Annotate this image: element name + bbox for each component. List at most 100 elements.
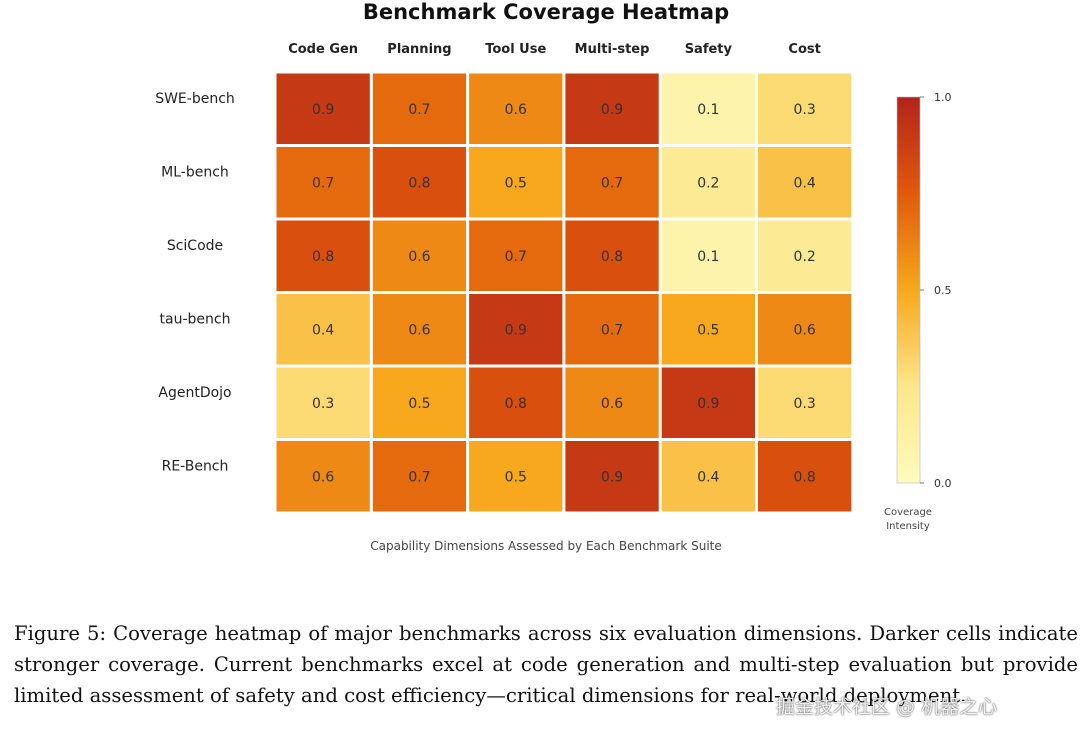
cell-value-re-bench-planning: 0.7 xyxy=(408,469,430,485)
cell-value-scicode-safety: 0.1 xyxy=(697,249,719,265)
chart-title: Benchmark Coverage Heatmap xyxy=(363,0,729,24)
cell-value-swe-bench-safety: 0.1 xyxy=(697,102,719,118)
row-labels: SWE-bench ML-bench SciCode tau-bench AgentDo… xyxy=(155,91,235,475)
heatmap-cell-ml-bench-multi-step xyxy=(565,147,659,218)
colorbar-tick-label: 1.0 xyxy=(934,91,952,104)
column-label-multi-step: Multi-step xyxy=(575,42,650,57)
heatmap-cell-ml-bench-tool-use xyxy=(469,147,563,218)
row-label-tau-bench: tau-bench xyxy=(160,312,231,328)
row-label-ml-bench: ML-bench xyxy=(161,165,229,181)
heatmap-cell-scicode-code-gen xyxy=(276,220,370,291)
heatmap-cell-scicode-tool-use xyxy=(469,220,563,291)
heatmap-cell-re-bench-planning xyxy=(372,441,467,512)
cell-value-agentdojo-multi-step: 0.6 xyxy=(601,396,623,412)
cell-value-tau-bench-safety: 0.5 xyxy=(697,322,719,338)
heatmap-cell-re-bench-tool-use xyxy=(469,441,563,512)
cell-value-swe-bench-cost: 0.3 xyxy=(794,102,816,118)
figure-caption: Figure 5: Coverage heatmap of major benc… xyxy=(14,622,1078,707)
heatmap-cell-re-bench-cost xyxy=(758,441,852,512)
cell-value-re-bench-code-gen: 0.6 xyxy=(312,469,334,485)
cell-value-swe-bench-multi-step: 0.9 xyxy=(601,102,623,118)
x-axis-label: Capability Dimensions Assessed by Each B… xyxy=(370,539,722,553)
heatmap-cell-tau-bench-tool-use xyxy=(469,294,563,365)
cell-value-ml-bench-planning: 0.8 xyxy=(408,175,430,191)
cell-value-swe-bench-planning: 0.7 xyxy=(408,102,430,118)
cell-value-swe-bench-tool-use: 0.6 xyxy=(505,102,527,118)
heatmap-cell-scicode-planning xyxy=(372,220,467,291)
heatmap-cell-tau-bench-planning xyxy=(372,294,467,365)
cell-value-re-bench-multi-step: 0.9 xyxy=(601,469,623,485)
cell-value-agentdojo-code-gen: 0.3 xyxy=(312,396,334,412)
cell-value-tau-bench-code-gen: 0.4 xyxy=(312,322,334,338)
heatmap-cell-tau-bench-cost xyxy=(758,294,852,365)
heatmap-cell-tau-bench-safety xyxy=(661,294,755,365)
cell-value-ml-bench-cost: 0.4 xyxy=(794,175,816,191)
row-label-re-bench: RE-Bench xyxy=(162,459,229,475)
colorbar-label-line1: Coverage xyxy=(884,507,932,518)
heatmap-cell-ml-bench-planning xyxy=(372,147,467,218)
cell-value-agentdojo-cost: 0.3 xyxy=(794,396,816,412)
cell-value-scicode-planning: 0.6 xyxy=(408,249,430,265)
colorbar: 1.0 0.5 0.0 Coverage Intensity xyxy=(884,91,951,532)
heatmap-cell-swe-bench-tool-use xyxy=(469,73,563,144)
heatmap-cell-swe-bench-code-gen xyxy=(276,73,370,144)
cell-value-re-bench-safety: 0.4 xyxy=(697,469,719,485)
cell-value-agentdojo-safety: 0.9 xyxy=(697,396,719,412)
row-label-swe-bench: SWE-bench xyxy=(155,91,235,107)
cell-value-scicode-tool-use: 0.7 xyxy=(505,249,527,265)
cell-value-re-bench-cost: 0.8 xyxy=(794,469,816,485)
heatmap-chart: Benchmark Coverage Heatmap Code Gen Plann… xyxy=(155,0,951,553)
cell-value-tau-bench-cost: 0.6 xyxy=(794,322,816,338)
heatmap-cell-scicode-cost xyxy=(758,220,852,291)
heatmap-cell-tau-bench-code-gen xyxy=(276,294,370,365)
row-label-agentdojo: AgentDojo xyxy=(158,385,231,401)
heatmap-cell-swe-bench-safety xyxy=(661,73,755,144)
colorbar-gradient xyxy=(896,96,921,484)
column-label-planning: Planning xyxy=(387,42,451,57)
cell-value-re-bench-tool-use: 0.5 xyxy=(505,469,527,485)
column-label-safety: Safety xyxy=(685,42,733,57)
heatmap-cell-agentdojo-code-gen xyxy=(276,367,370,438)
cell-value-ml-bench-tool-use: 0.5 xyxy=(505,175,527,191)
cell-value-agentdojo-planning: 0.5 xyxy=(408,396,430,412)
heatmap-cell-agentdojo-cost xyxy=(758,367,852,438)
cell-value-tau-bench-planning: 0.6 xyxy=(408,322,430,338)
heatmap-cell-re-bench-multi-step xyxy=(565,441,659,512)
cell-value-scicode-code-gen: 0.8 xyxy=(312,249,334,265)
heatmap-cell-agentdojo-safety xyxy=(661,367,755,438)
column-label-cost: Cost xyxy=(788,42,820,57)
watermark: 掘金技术社区 @ 机器之心 xyxy=(776,696,998,718)
column-label-tool-use: Tool Use xyxy=(485,42,546,57)
heatmap-cell-scicode-safety xyxy=(661,220,755,291)
cell-value-scicode-cost: 0.2 xyxy=(794,249,816,265)
heatmap-cell-swe-bench-multi-step xyxy=(565,73,659,144)
cell-value-ml-bench-safety: 0.2 xyxy=(697,175,719,191)
heatmap-cell-tau-bench-multi-step xyxy=(565,294,659,365)
heatmap-cell-ml-bench-safety xyxy=(661,147,755,218)
colorbar-tick-label: 0.5 xyxy=(934,284,952,297)
heatmap-cell-re-bench-safety xyxy=(661,441,755,512)
cell-value-tau-bench-multi-step: 0.7 xyxy=(601,322,623,338)
cell-value-ml-bench-multi-step: 0.7 xyxy=(601,175,623,191)
cell-value-swe-bench-code-gen: 0.9 xyxy=(312,102,334,118)
heatmap-cells: 0.9 0.7 0.6 0.9 0.1 0.3 0.7 0.8 0.5 0.7 0.2 0.4 0.8 0… xyxy=(276,73,852,512)
heatmap-cell-agentdojo-tool-use xyxy=(469,367,563,438)
cell-value-tau-bench-tool-use: 0.9 xyxy=(505,322,527,338)
colorbar-ticks: 1.0 0.5 0.0 xyxy=(920,91,952,490)
colorbar-tick-label: 0.0 xyxy=(934,477,952,490)
row-label-scicode: SciCode xyxy=(167,238,223,254)
heatmap-cell-ml-bench-cost xyxy=(758,147,852,218)
column-label-code-gen: Code Gen xyxy=(288,42,358,57)
heatmap-cell-ml-bench-code-gen xyxy=(276,147,370,218)
heatmap-cell-scicode-multi-step xyxy=(565,220,659,291)
heatmap-cell-re-bench-code-gen xyxy=(276,441,370,512)
cell-value-scicode-multi-step: 0.8 xyxy=(601,249,623,265)
colorbar-label-line2: Intensity xyxy=(886,521,930,532)
cell-value-ml-bench-code-gen: 0.7 xyxy=(312,175,334,191)
column-labels: Code Gen Planning Tool Use Multi-step Safety… xyxy=(288,42,821,57)
heatmap-cell-swe-bench-cost xyxy=(758,73,852,144)
heatmap-cell-swe-bench-planning xyxy=(372,73,467,144)
heatmap-cell-agentdojo-planning xyxy=(372,367,467,438)
heatmap-cell-agentdojo-multi-step xyxy=(565,367,659,438)
cell-value-agentdojo-tool-use: 0.8 xyxy=(505,396,527,412)
